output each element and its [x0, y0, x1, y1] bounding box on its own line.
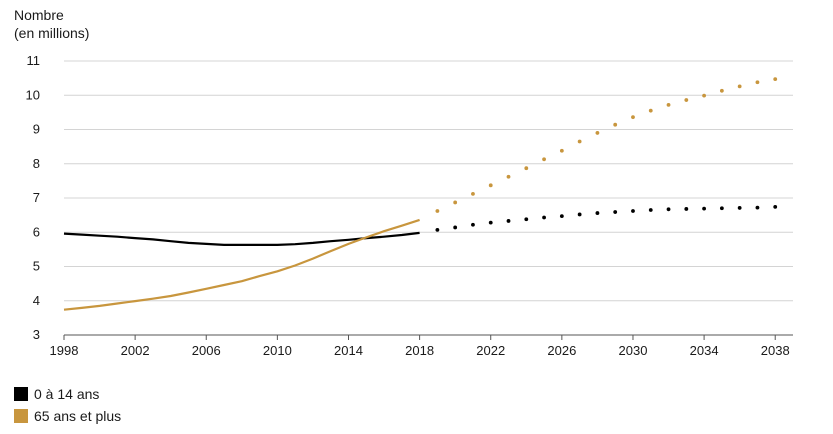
x-tick-label-2006: 2006 [192, 343, 221, 358]
projection-point-0-2023 [506, 219, 511, 223]
x-tick-label-2022: 2022 [476, 343, 505, 358]
projection-point-0-2025 [542, 215, 546, 220]
x-tick-label-2038: 2038 [761, 343, 790, 358]
projection-point-0-2020 [453, 225, 458, 230]
y-tick-label-4: 4 [33, 293, 40, 308]
series-line-0 [63, 231, 420, 246]
legend-item-65-plus: 65 ans et plus [14, 405, 121, 427]
projection-point-0-2031 [648, 208, 653, 212]
projection-point-1-2034 [702, 93, 706, 98]
x-tick-label-2010: 2010 [263, 343, 292, 358]
y-axis-title-line1: Nombre [14, 7, 64, 23]
y-tick-label-6: 6 [33, 224, 40, 239]
y-tick-label-5: 5 [33, 259, 40, 274]
projection-point-1-2037 [755, 80, 760, 85]
projection-point-1-2038 [773, 77, 778, 82]
projection-point-0-2022 [488, 220, 493, 225]
projection-point-0-2027 [577, 212, 582, 217]
projection-point-1-2036 [737, 84, 742, 89]
projection-point-0-2034 [702, 206, 706, 211]
projection-point-0-2030 [631, 209, 635, 213]
projection-point-1-2031 [648, 108, 653, 113]
projection-point-0-2033 [684, 207, 689, 211]
projection-point-0-2021 [471, 222, 475, 227]
projection-point-0-2019 [435, 227, 440, 232]
projection-point-1-2023 [506, 174, 511, 179]
y-tick-label-11: 11 [27, 53, 41, 68]
y-tick-label-10: 10 [26, 87, 40, 102]
projection-point-0-2035 [719, 206, 724, 211]
x-tick-label-2034: 2034 [690, 343, 719, 358]
projection-point-0-2026 [559, 214, 564, 219]
projection-point-1-2032 [666, 102, 671, 107]
projection-point-1-2028 [595, 131, 600, 135]
projection-point-0-2024 [524, 217, 529, 222]
projection-point-0-2037 [755, 205, 760, 210]
projection-point-1-2019 [435, 209, 440, 213]
projection-point-0-2028 [595, 211, 600, 215]
projection-point-1-2033 [684, 98, 689, 102]
legend-label-65-plus: 65 ans et plus [34, 408, 122, 424]
projection-point-1-2025 [542, 157, 546, 162]
legend-swatch-0-14 [14, 387, 28, 401]
projection-point-0-2038 [773, 205, 778, 209]
legend: 0 à 14 ans 65 ans et plus [14, 383, 121, 427]
legend-swatch-65-plus [14, 409, 28, 423]
projection-point-1-2021 [471, 191, 475, 196]
y-tick-label-8: 8 [33, 156, 40, 171]
legend-label-0-14: 0 à 14 ans [34, 386, 100, 402]
y-tick-label-7: 7 [33, 190, 40, 205]
projection-point-0-2029 [613, 210, 618, 214]
line-chart: 3 4 5 6 7 8 9 10 11 1998 2002 2006 2010 2014 2018 2022 2… [26, 53, 793, 358]
x-tick-label-2026: 2026 [547, 343, 576, 358]
y-axis-title-line2: (en millions) [14, 25, 90, 41]
projection-point-0-2032 [666, 207, 671, 212]
x-tick-label-2018: 2018 [405, 343, 434, 358]
y-axis-title: Nombre (en millions) [14, 6, 89, 42]
projection-point-1-2022 [488, 183, 493, 188]
y-tick-label-9: 9 [33, 122, 40, 137]
x-tick-label-2014: 2014 [334, 343, 363, 358]
projection-point-1-2024 [524, 166, 529, 171]
legend-item-0-14: 0 à 14 ans [14, 383, 121, 405]
projection-point-1-2027 [577, 139, 582, 144]
x-tick-label-2002: 2002 [121, 343, 150, 358]
y-tick-label-3: 3 [33, 327, 40, 342]
x-tick-label-1998: 1998 [50, 343, 79, 358]
projection-point-1-2020 [453, 200, 458, 205]
projection-point-1-2029 [613, 122, 618, 127]
x-tick-label-2030: 2030 [619, 343, 648, 358]
projection-point-1-2030 [631, 115, 635, 120]
projection-point-1-2026 [559, 148, 564, 153]
series-line-1 [63, 218, 420, 311]
projection-point-1-2035 [719, 88, 724, 93]
projection-point-0-2036 [737, 206, 742, 210]
